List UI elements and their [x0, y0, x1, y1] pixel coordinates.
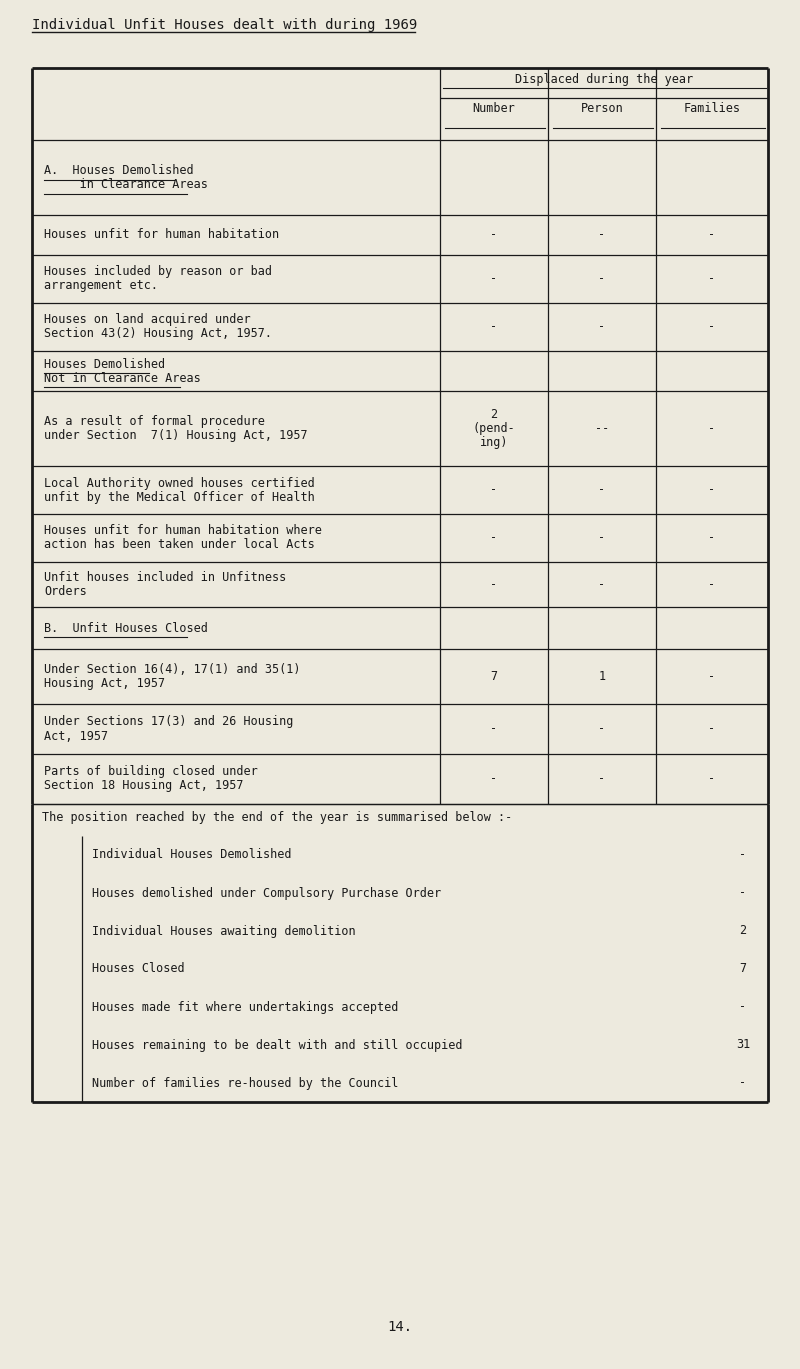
Text: -: - — [598, 272, 606, 286]
Text: under Section  7(1) Housing Act, 1957: under Section 7(1) Housing Act, 1957 — [44, 428, 308, 442]
Text: -: - — [490, 229, 498, 241]
Text: -: - — [709, 320, 715, 334]
Text: Number of families re-housed by the Council: Number of families re-housed by the Coun… — [92, 1076, 398, 1090]
Text: -: - — [490, 272, 498, 286]
Text: ing): ing) — [480, 435, 508, 449]
Text: -: - — [709, 483, 715, 497]
Text: -: - — [490, 483, 498, 497]
Text: 2: 2 — [739, 924, 746, 938]
Text: -: - — [709, 723, 715, 735]
Text: Act, 1957: Act, 1957 — [44, 730, 108, 742]
Text: Section 43(2) Housing Act, 1957.: Section 43(2) Housing Act, 1957. — [44, 327, 272, 341]
Text: Houses included by reason or bad: Houses included by reason or bad — [44, 266, 272, 278]
Text: arrangement etc.: arrangement etc. — [44, 279, 158, 293]
Text: -: - — [598, 531, 606, 545]
Text: Not in Clearance Areas: Not in Clearance Areas — [44, 371, 201, 385]
Text: Number: Number — [473, 103, 515, 115]
Text: The position reached by the end of the year is summarised below :-: The position reached by the end of the y… — [42, 810, 512, 824]
Text: Local Authority owned houses certified: Local Authority owned houses certified — [44, 476, 314, 490]
Text: Orders: Orders — [44, 585, 86, 598]
Text: -: - — [598, 229, 606, 241]
Text: 14.: 14. — [387, 1320, 413, 1333]
Text: Under Section 16(4), 17(1) and 35(1): Under Section 16(4), 17(1) and 35(1) — [44, 663, 301, 676]
Text: Houses unfit for human habitation: Houses unfit for human habitation — [44, 229, 279, 241]
Text: Houses made fit where undertakings accepted: Houses made fit where undertakings accep… — [92, 1001, 398, 1013]
Text: Families: Families — [683, 103, 741, 115]
Text: -: - — [490, 772, 498, 786]
Text: Parts of building closed under: Parts of building closed under — [44, 765, 258, 779]
Text: -: - — [709, 669, 715, 683]
Text: -: - — [739, 1001, 746, 1013]
Text: Individual Unfit Houses dealt with during 1969: Individual Unfit Houses dealt with durin… — [32, 18, 418, 31]
Text: 7: 7 — [739, 962, 746, 976]
Text: Houses demolished under Compulsory Purchase Order: Houses demolished under Compulsory Purch… — [92, 887, 441, 899]
Text: 7: 7 — [490, 669, 498, 683]
Text: Under Sections 17(3) and 26 Housing: Under Sections 17(3) and 26 Housing — [44, 716, 294, 728]
Text: -: - — [490, 723, 498, 735]
Text: -: - — [709, 578, 715, 591]
Text: -: - — [709, 422, 715, 435]
Text: -: - — [598, 320, 606, 334]
Text: in Clearance Areas: in Clearance Areas — [44, 178, 208, 192]
Text: Unfit houses included in Unfitness: Unfit houses included in Unfitness — [44, 571, 286, 585]
Text: -: - — [598, 772, 606, 786]
Text: Displaced during the year: Displaced during the year — [515, 73, 693, 86]
Text: -: - — [709, 531, 715, 545]
Text: -: - — [739, 849, 746, 861]
Text: -: - — [739, 887, 746, 899]
Text: 1: 1 — [598, 669, 606, 683]
Text: Houses unfit for human habitation where: Houses unfit for human habitation where — [44, 524, 322, 538]
Text: Houses remaining to be dealt with and still occupied: Houses remaining to be dealt with and st… — [92, 1039, 462, 1051]
Text: Section 18 Housing Act, 1957: Section 18 Housing Act, 1957 — [44, 779, 243, 793]
Text: -: - — [598, 578, 606, 591]
Text: B.  Unfit Houses Closed: B. Unfit Houses Closed — [44, 622, 208, 634]
Text: (pend-: (pend- — [473, 422, 515, 435]
Text: Individual Houses awaiting demolition: Individual Houses awaiting demolition — [92, 924, 356, 938]
Text: --: -- — [595, 422, 609, 435]
Text: unfit by the Medical Officer of Health: unfit by the Medical Officer of Health — [44, 490, 314, 504]
Text: 2: 2 — [490, 408, 498, 422]
Text: -: - — [598, 723, 606, 735]
Text: Houses on land acquired under: Houses on land acquired under — [44, 314, 250, 326]
Text: As a result of formal procedure: As a result of formal procedure — [44, 415, 265, 428]
Text: -: - — [739, 1076, 746, 1090]
Text: Person: Person — [581, 103, 623, 115]
Text: -: - — [490, 578, 498, 591]
Text: A.  Houses Demolished: A. Houses Demolished — [44, 164, 194, 177]
Text: 31: 31 — [736, 1039, 750, 1051]
Text: -: - — [709, 272, 715, 286]
Text: -: - — [598, 483, 606, 497]
Text: action has been taken under local Acts: action has been taken under local Acts — [44, 538, 314, 552]
Text: -: - — [490, 531, 498, 545]
Text: Housing Act, 1957: Housing Act, 1957 — [44, 678, 165, 690]
Text: -: - — [709, 772, 715, 786]
Text: Individual Houses Demolished: Individual Houses Demolished — [92, 849, 291, 861]
Text: -: - — [709, 229, 715, 241]
Text: Houses Demolished: Houses Demolished — [44, 357, 165, 371]
Text: Houses Closed: Houses Closed — [92, 962, 185, 976]
Text: -: - — [490, 320, 498, 334]
